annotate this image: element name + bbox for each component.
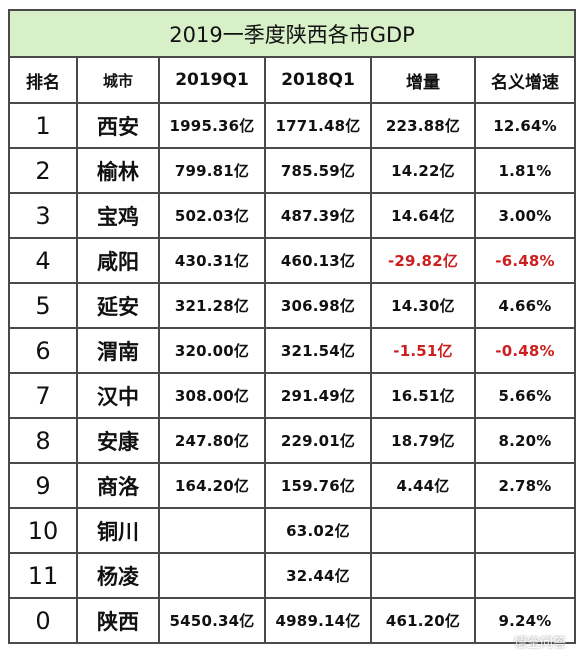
city-cell: 榆林 bbox=[76, 147, 160, 194]
increase-cell bbox=[370, 552, 476, 599]
table-row: 5 延安 321.28亿 306.98亿 14.30亿 4.66% bbox=[8, 282, 577, 329]
gdp-2019q1-cell: 247.80亿 bbox=[158, 417, 266, 464]
city-cell: 宝鸡 bbox=[76, 192, 160, 239]
increase-cell: -1.51亿 bbox=[370, 327, 476, 374]
city-cell: 陕西 bbox=[76, 597, 160, 644]
increase-cell: 14.64亿 bbox=[370, 192, 476, 239]
header-increase: 增量 bbox=[370, 56, 476, 104]
gdp-2019q1-cell: 502.03亿 bbox=[158, 192, 266, 239]
gdp-2019q1-cell bbox=[158, 507, 266, 554]
increase-cell: -29.82亿 bbox=[370, 237, 476, 284]
table-row: 3 宝鸡 502.03亿 487.39亿 14.64亿 3.00% bbox=[8, 192, 577, 239]
growth-cell: 4.66% bbox=[473, 282, 577, 329]
header-city: 城市 bbox=[76, 56, 160, 104]
gdp-2018q1-cell: 63.02亿 bbox=[264, 507, 372, 554]
growth-cell: 5.66% bbox=[473, 372, 577, 419]
gdp-2018q1-cell: 291.49亿 bbox=[264, 372, 372, 419]
title-row: 2019一季度陕西各市GDP bbox=[7, 9, 577, 58]
gdp-2019q1-cell: 320.00亿 bbox=[158, 327, 266, 374]
rank-cell: 8 bbox=[8, 417, 78, 464]
gdp-2019q1-cell: 164.20亿 bbox=[158, 462, 266, 509]
rank-cell: 0 bbox=[8, 597, 78, 644]
gdp-2018q1-cell: 1771.48亿 bbox=[264, 102, 372, 149]
watermark: 悟空问答 bbox=[513, 636, 566, 651]
table-row: 6 渭南 320.00亿 321.54亿 -1.51亿 -0.48% bbox=[8, 327, 577, 374]
rank-cell: 7 bbox=[8, 372, 78, 419]
table-row: 9 商洛 164.20亿 159.76亿 4.44亿 2.78% bbox=[8, 462, 577, 509]
increase-cell: 14.22亿 bbox=[370, 147, 476, 194]
gdp-2018q1-cell: 460.13亿 bbox=[264, 237, 372, 284]
gdp-2019q1-cell: 321.28亿 bbox=[158, 282, 266, 329]
rank-cell: 2 bbox=[8, 147, 78, 194]
growth-cell: 8.20% bbox=[473, 417, 577, 464]
gdp-2018q1-cell: 785.59亿 bbox=[264, 147, 372, 194]
increase-cell: 4.44亿 bbox=[370, 462, 476, 509]
city-cell: 商洛 bbox=[76, 462, 160, 509]
header-2018q1: 2018Q1 bbox=[264, 56, 372, 104]
increase-cell: 18.79亿 bbox=[370, 417, 476, 464]
city-cell: 咸阳 bbox=[76, 237, 160, 284]
gdp-2019q1-cell: 430.31亿 bbox=[158, 237, 266, 284]
growth-cell: 12.64% bbox=[473, 102, 577, 149]
city-cell: 渭南 bbox=[76, 327, 160, 374]
gdp-2018q1-cell: 159.76亿 bbox=[264, 462, 372, 509]
gdp-2019q1-cell bbox=[158, 552, 266, 599]
header-rank: 排名 bbox=[8, 56, 78, 104]
table-row: 1 西安 1995.36亿 1771.48亿 223.88亿 12.64% bbox=[8, 102, 577, 149]
gdp-table: 2019一季度陕西各市GDP 排名 城市 2019Q1 2018Q1 增量 名义… bbox=[7, 9, 577, 644]
growth-cell bbox=[473, 507, 577, 554]
table-row: 0 陕西 5450.34亿 4989.14亿 461.20亿 9.24% bbox=[8, 597, 577, 644]
gdp-2019q1-cell: 1995.36亿 bbox=[158, 102, 266, 149]
increase-cell: 461.20亿 bbox=[370, 597, 476, 644]
increase-cell: 16.51亿 bbox=[370, 372, 476, 419]
rank-cell: 5 bbox=[8, 282, 78, 329]
growth-cell: -6.48% bbox=[473, 237, 577, 284]
growth-cell: 3.00% bbox=[473, 192, 577, 239]
table-row: 8 安康 247.80亿 229.01亿 18.79亿 8.20% bbox=[8, 417, 577, 464]
increase-cell: 223.88亿 bbox=[370, 102, 476, 149]
rank-cell: 4 bbox=[8, 237, 78, 284]
city-cell: 西安 bbox=[76, 102, 160, 149]
table-body: 1 西安 1995.36亿 1771.48亿 223.88亿 12.64% 2 榆林 799.8… bbox=[8, 102, 577, 644]
rank-cell: 6 bbox=[8, 327, 78, 374]
growth-cell bbox=[473, 552, 577, 599]
increase-cell: 14.30亿 bbox=[370, 282, 476, 329]
city-cell: 安康 bbox=[76, 417, 160, 464]
increase-cell bbox=[370, 507, 476, 554]
growth-cell: 2.78% bbox=[473, 462, 577, 509]
growth-cell: -0.48% bbox=[473, 327, 577, 374]
rank-cell: 1 bbox=[8, 102, 78, 149]
header-growth: 名义增速 bbox=[473, 56, 577, 104]
table-row: 11 杨凌 32.44亿 bbox=[8, 552, 577, 599]
header-row: 排名 城市 2019Q1 2018Q1 增量 名义增速 bbox=[8, 56, 577, 104]
gdp-2019q1-cell: 799.81亿 bbox=[158, 147, 266, 194]
table-title: 2019一季度陕西各市GDP bbox=[7, 9, 577, 58]
growth-cell: 1.81% bbox=[473, 147, 577, 194]
table-row: 2 榆林 799.81亿 785.59亿 14.22亿 1.81% bbox=[8, 147, 577, 194]
header-2019q1: 2019Q1 bbox=[158, 56, 266, 104]
gdp-2018q1-cell: 32.44亿 bbox=[264, 552, 372, 599]
table-row: 7 汉中 308.00亿 291.49亿 16.51亿 5.66% bbox=[8, 372, 577, 419]
rank-cell: 11 bbox=[8, 552, 78, 599]
table-row: 10 铜川 63.02亿 bbox=[8, 507, 577, 554]
gdp-2018q1-cell: 306.98亿 bbox=[264, 282, 372, 329]
city-cell: 汉中 bbox=[76, 372, 160, 419]
city-cell: 铜川 bbox=[76, 507, 160, 554]
city-cell: 延安 bbox=[76, 282, 160, 329]
gdp-2018q1-cell: 321.54亿 bbox=[264, 327, 372, 374]
gdp-2019q1-cell: 5450.34亿 bbox=[158, 597, 266, 644]
growth-cell: 9.24% bbox=[473, 597, 577, 644]
gdp-2018q1-cell: 4989.14亿 bbox=[264, 597, 372, 644]
city-cell: 杨凌 bbox=[76, 552, 160, 599]
gdp-2018q1-cell: 487.39亿 bbox=[264, 192, 372, 239]
rank-cell: 10 bbox=[8, 507, 78, 554]
rank-cell: 9 bbox=[8, 462, 78, 509]
gdp-2019q1-cell: 308.00亿 bbox=[158, 372, 266, 419]
table-row: 4 咸阳 430.31亿 460.13亿 -29.82亿 -6.48% bbox=[8, 237, 577, 284]
gdp-2018q1-cell: 229.01亿 bbox=[264, 417, 372, 464]
rank-cell: 3 bbox=[8, 192, 78, 239]
